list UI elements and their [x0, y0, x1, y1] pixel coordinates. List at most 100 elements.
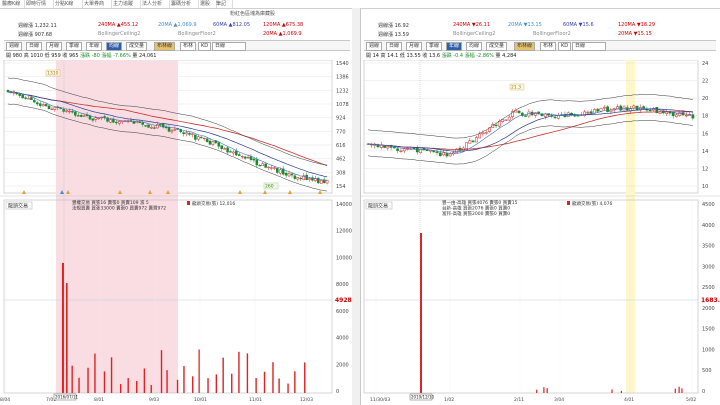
left-tb-boll[interactable]: 布林 — [180, 42, 197, 51]
left-legend-ma120: 120MA ▲675.38 — [263, 22, 304, 28]
tab-realtime[interactable]: 即時行情 — [24, 0, 54, 8]
candle-body — [484, 132, 488, 134]
candle-body — [33, 100, 36, 103]
candle-body — [287, 173, 291, 177]
price-y-tick: 1540 — [336, 61, 349, 67]
candle-body — [278, 169, 282, 174]
left-tb-kd[interactable]: KD — [198, 42, 212, 51]
candle-body — [258, 165, 262, 167]
right-tb-monthly[interactable]: 月線 — [406, 42, 423, 51]
tab-institution[interactable]: 法人分析 — [140, 0, 170, 8]
left-legend-row2: 週線漲 907.68 BollingerCeiling2 BollingerFl… — [18, 31, 348, 38]
left-tb-bollinger[interactable]: 布林線 — [154, 42, 176, 51]
right-tb-bollinger[interactable]: 布林線 — [514, 42, 536, 51]
x-highlight-tag — [53, 393, 77, 401]
left-legend-ma20: 20MA ▲1,069.9 — [158, 22, 197, 28]
candle-body — [255, 159, 259, 166]
candle-body — [194, 134, 197, 140]
left-tb-monthly[interactable]: 月線 — [46, 42, 63, 51]
left-legend-row1: 週線漲 1,232.11 240MA ▲455.12 20MA ▲1,069.9… — [18, 22, 348, 29]
candle-body — [540, 113, 544, 116]
candle-body — [432, 150, 436, 153]
ma-line-mid — [368, 108, 693, 152]
price-y-tick: 1232 — [336, 88, 349, 94]
volume-legend-total: 龍頭交易(張) 12,016 — [192, 200, 235, 207]
tab-screen[interactable]: 選股 — [198, 0, 217, 8]
volume-bar — [119, 384, 122, 393]
candle-body — [138, 121, 142, 124]
tab-chips[interactable]: 籌碼分析 — [169, 0, 199, 8]
x-tick: 2/11 — [514, 397, 524, 403]
ma-line-short — [7, 91, 328, 181]
right-chart-canvas[interactable]: 24 22 20 18 16 14 12 10 21.3 龍頭交易 豐一由-高雄 買張4076 賣張… — [360, 60, 720, 405]
left-scrollbar[interactable] — [352, 8, 360, 405]
right-tb-volume[interactable]: 成交量 — [486, 42, 508, 51]
tab-main-force[interactable]: 主力追蹤 — [111, 0, 141, 8]
left-chart-canvas[interactable]: 1540 1386 1232 1078 924 770 616 462 308 154 1310 26… — [0, 60, 352, 405]
candle-body — [267, 166, 270, 169]
volume-legend-line: 台新-高雄 買張2076 賣張0 買賣0 — [442, 205, 510, 212]
tab-notes[interactable]: 筆記 — [214, 0, 233, 8]
candle-body — [85, 114, 89, 116]
right-tb-period-dropdown[interactable]: 日線 — [572, 42, 606, 51]
left-tb-yearly[interactable]: 年線 — [86, 42, 103, 51]
candle-body — [50, 108, 54, 111]
volume-bar — [536, 389, 538, 393]
right-tb-boll[interactable]: 布林 — [540, 42, 557, 51]
volume-bar — [674, 388, 676, 393]
left-legend-ma240: 240MA ▲455.12 — [98, 22, 139, 28]
left-tb-period-dropdown[interactable]: 日線 — [212, 42, 246, 51]
volume-y-tick: 8000 — [336, 282, 349, 288]
right-tb-daily[interactable]: 日線 — [386, 42, 403, 51]
tab-bigorder[interactable]: 大單券商 — [82, 0, 112, 8]
right-tb-yearly[interactable]: 年線 — [446, 42, 463, 51]
volume-bar — [263, 371, 266, 393]
bollinger-ceiling-line — [7, 77, 328, 166]
x-highlight-tag — [409, 393, 433, 401]
candle-body — [429, 150, 432, 152]
candle-body — [435, 151, 439, 153]
left-tb-quarterly[interactable]: 季線 — [66, 42, 83, 51]
candle-body — [141, 122, 144, 125]
candle-body — [442, 152, 445, 156]
signal-arrow-icon — [148, 190, 152, 194]
left-low: 低 959 — [44, 53, 61, 59]
candle-body — [281, 168, 285, 175]
volume-legend-line: 豐權交易 買張16 賣張0 買賣109 漲 5 — [72, 199, 149, 206]
candle-body — [153, 127, 156, 129]
tab-kline[interactable]: 醫療K線 — [0, 0, 25, 8]
right-tb-ma[interactable]: 均線 — [466, 42, 483, 51]
tab-branch[interactable]: 分點K線 — [53, 0, 83, 8]
candle-body — [27, 98, 30, 100]
right-tb-quarterly[interactable]: 季線 — [426, 42, 443, 51]
candle-body — [299, 177, 303, 180]
candle-body — [185, 132, 188, 135]
candle-body — [311, 177, 314, 181]
left-tb-volume[interactable]: 成交量 — [126, 42, 148, 51]
candle-body — [507, 116, 511, 121]
volume-bar — [66, 283, 68, 393]
left-legend-boll-ceil: BollingerCeiling2 — [98, 31, 141, 37]
left-tb-weekly[interactable]: 週線 — [6, 42, 23, 51]
right-tb-weekly[interactable]: 週線 — [366, 42, 383, 51]
x-tick: 3/04 — [554, 397, 564, 403]
volume-bar — [278, 378, 280, 393]
volume-bar — [543, 387, 545, 393]
right-tb-kd[interactable]: KD — [558, 42, 572, 51]
candle-body — [599, 108, 603, 112]
candle-body — [471, 140, 475, 143]
candle-body — [648, 109, 652, 112]
candle-body — [606, 106, 609, 112]
candle-body — [106, 117, 109, 122]
left-tb-daily[interactable]: 日線 — [26, 42, 43, 51]
x-tick: 8/01 — [94, 397, 104, 403]
volume-current-label: 4928.0€ — [335, 297, 352, 304]
candle-body — [589, 111, 593, 114]
candle-body — [117, 121, 121, 124]
candle-body — [293, 175, 297, 179]
volume-bar — [103, 371, 106, 393]
left-tb-ma[interactable]: 均線 — [106, 42, 123, 51]
volume-bar — [94, 353, 96, 393]
price-y-tick: 24 — [702, 61, 708, 67]
volume-y-tick: 2000 — [702, 306, 715, 312]
